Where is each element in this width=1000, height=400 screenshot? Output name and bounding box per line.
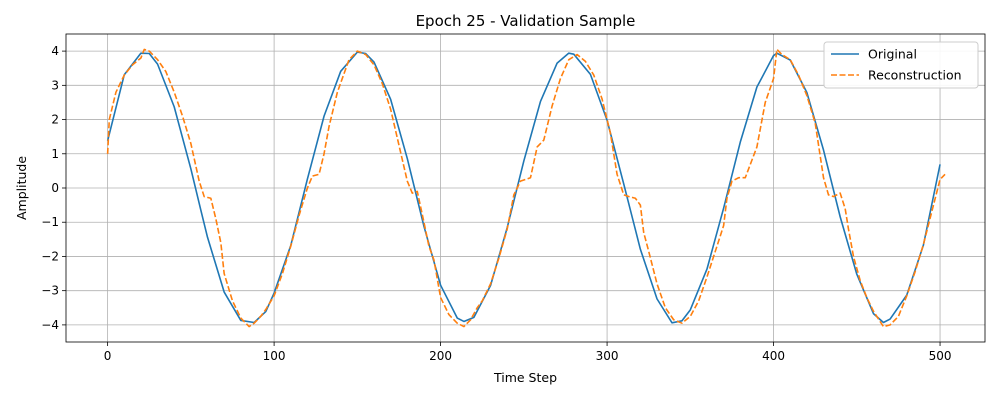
y-tick-label: 1 <box>51 147 59 161</box>
y-tick-label: −4 <box>41 318 59 332</box>
x-axis-label: Time Step <box>493 370 557 385</box>
y-tick-label: 3 <box>51 78 59 92</box>
x-tick-label: 200 <box>429 349 452 363</box>
x-tick-label: 300 <box>596 349 619 363</box>
y-axis-label: Amplitude <box>14 156 29 220</box>
y-tick-label: −2 <box>41 249 59 263</box>
y-tick-label: 2 <box>51 113 59 127</box>
legend-label-reconstruction: Reconstruction <box>868 68 962 83</box>
y-tick-label: 0 <box>51 181 59 195</box>
legend-label-original: Original <box>868 47 917 62</box>
y-tick-label: −3 <box>41 284 59 298</box>
chart-title: Epoch 25 - Validation Sample <box>416 12 636 30</box>
x-tick-label: 100 <box>263 349 286 363</box>
x-axis-ticks: 0 100 200 300 400 500 <box>104 342 952 363</box>
legend-box <box>823 41 979 89</box>
series-group <box>106 48 946 328</box>
y-tick-label: 4 <box>51 44 59 58</box>
series-line-reconstruction <box>106 48 946 328</box>
y-axis-ticks: −4 −3 −2 −1 0 1 2 3 4 <box>41 44 66 332</box>
legend: Original Reconstruction <box>823 41 979 89</box>
y-tick-label: −1 <box>41 215 59 229</box>
grid <box>66 34 985 342</box>
x-tick-label: 500 <box>929 349 952 363</box>
x-tick-label: 400 <box>762 349 785 363</box>
x-tick-label: 0 <box>104 349 112 363</box>
